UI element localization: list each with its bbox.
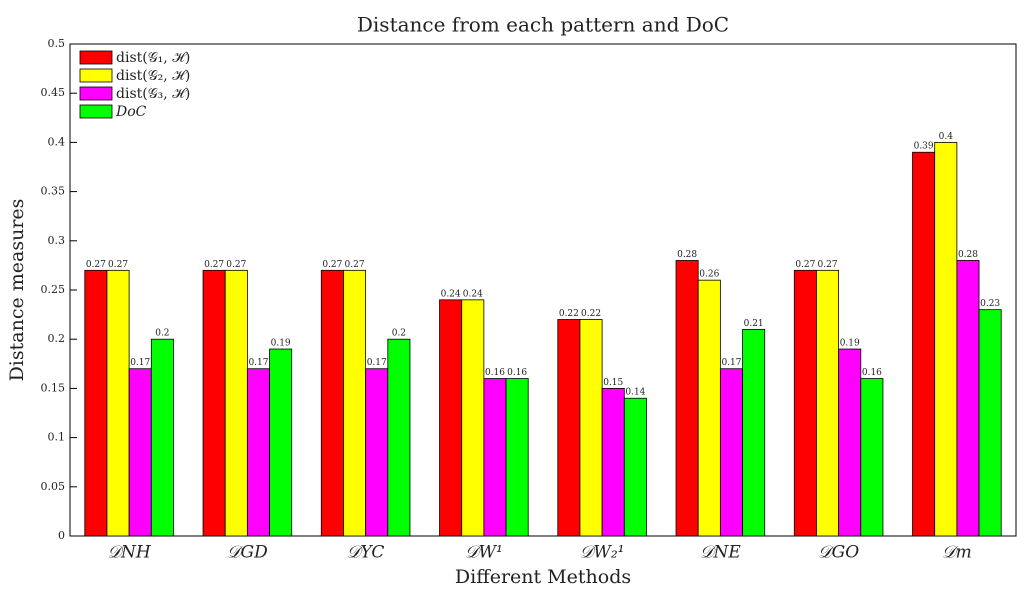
- value-label: 0.17: [367, 358, 387, 368]
- bar: [320, 269, 344, 537]
- y-tick-label: 0.25: [41, 283, 66, 296]
- bar: [439, 299, 463, 537]
- value-label: 0.27: [818, 260, 838, 270]
- x-tick-label: 𝒟W¹: [465, 543, 503, 563]
- legend-swatch: [79, 50, 113, 65]
- bar: [816, 269, 840, 537]
- x-tick-label: 𝒟YC: [347, 543, 385, 563]
- y-tick-label: 0.15: [41, 381, 66, 394]
- value-label: 0.19: [271, 339, 291, 349]
- bar: [601, 387, 625, 537]
- y-tick-label: 0.1: [48, 431, 66, 444]
- legend-swatch: [79, 86, 113, 101]
- y-tick-label: 0: [58, 529, 65, 542]
- value-label: 0.22: [581, 309, 601, 319]
- bar: [150, 338, 174, 537]
- y-axis-label: Distance measures: [6, 199, 28, 382]
- x-tick-label: 𝒟GD: [227, 543, 268, 563]
- legend-label: dist(𝒢₂, ℋ): [116, 68, 190, 84]
- bar: [675, 260, 699, 537]
- x-tick-label: 𝒟m: [942, 543, 972, 563]
- value-label: 0.15: [603, 378, 623, 388]
- bar: [202, 269, 226, 537]
- y-tick-label: 0.45: [41, 86, 66, 99]
- x-tick-label: 𝒟GO: [818, 543, 859, 563]
- value-label: 0.26: [699, 270, 719, 280]
- value-label: 0.24: [463, 289, 483, 299]
- x-axis-label: Different Methods: [455, 566, 631, 588]
- value-label: 0.28: [958, 250, 978, 260]
- x-tick-label: 𝒟NE: [700, 543, 741, 563]
- bar: [269, 348, 293, 537]
- bar: [912, 151, 936, 537]
- value-label: 0.4: [939, 132, 954, 142]
- value-label: 0.16: [862, 368, 882, 378]
- value-label: 0.27: [204, 260, 224, 270]
- x-tick-label: 𝒟NH: [107, 543, 151, 563]
- value-label: 0.19: [840, 339, 860, 349]
- y-tick-label: 0.3: [48, 234, 66, 247]
- y-tick-label: 0.2: [48, 332, 66, 345]
- bar: [697, 279, 721, 537]
- bar: [343, 269, 367, 537]
- bar: [84, 269, 108, 537]
- y-tick-label: 0.5: [48, 37, 66, 50]
- value-label: 0.21: [744, 319, 764, 329]
- bar: [719, 368, 743, 537]
- bar: [838, 348, 862, 537]
- bar: [128, 368, 152, 537]
- value-label: 0.24: [441, 289, 461, 299]
- bar: [461, 299, 485, 537]
- bar: [106, 269, 130, 537]
- bar: [934, 141, 958, 537]
- bar: [483, 378, 507, 537]
- bar: [793, 269, 817, 537]
- bar: [742, 328, 766, 537]
- value-label: 0.27: [345, 260, 365, 270]
- legend-swatch: [79, 104, 113, 119]
- value-label: 0.16: [485, 368, 505, 378]
- legend-swatch: [79, 68, 113, 83]
- bar: [956, 260, 980, 537]
- bar: [623, 397, 647, 537]
- value-label: 0.23: [980, 299, 1000, 309]
- value-label: 0.17: [721, 358, 741, 368]
- bar: [365, 368, 389, 537]
- value-label: 0.17: [130, 358, 150, 368]
- bar: [505, 378, 529, 537]
- value-label: 0.27: [795, 260, 815, 270]
- value-label: 0.2: [155, 329, 169, 339]
- value-label: 0.22: [559, 309, 579, 319]
- value-label: 0.28: [677, 250, 697, 260]
- value-label: 0.39: [914, 142, 934, 152]
- y-tick-label: 0.35: [41, 185, 66, 198]
- bar: [246, 368, 270, 537]
- legend-label: DoC: [115, 104, 147, 120]
- bar: [224, 269, 248, 537]
- x-tick-label: 𝒟W₂¹: [580, 543, 625, 563]
- legend-label: dist(𝒢₁, ℋ): [116, 50, 190, 66]
- bar: [579, 319, 603, 537]
- value-label: 0.2: [392, 329, 406, 339]
- bar: [557, 319, 581, 537]
- value-label: 0.27: [322, 260, 342, 270]
- value-label: 0.27: [226, 260, 246, 270]
- y-tick-label: 0.4: [48, 135, 66, 148]
- legend-label: dist(𝒢₃, ℋ): [116, 86, 190, 102]
- value-label: 0.27: [86, 260, 106, 270]
- value-label: 0.27: [108, 260, 128, 270]
- bar: [387, 338, 411, 537]
- value-label: 0.17: [248, 358, 268, 368]
- chart-title: Distance from each pattern and DoC: [357, 13, 729, 37]
- bar: [860, 378, 884, 537]
- value-label: 0.14: [625, 388, 645, 398]
- bar: [978, 309, 1002, 537]
- y-tick-label: 0.05: [41, 480, 66, 493]
- value-label: 0.16: [507, 368, 527, 378]
